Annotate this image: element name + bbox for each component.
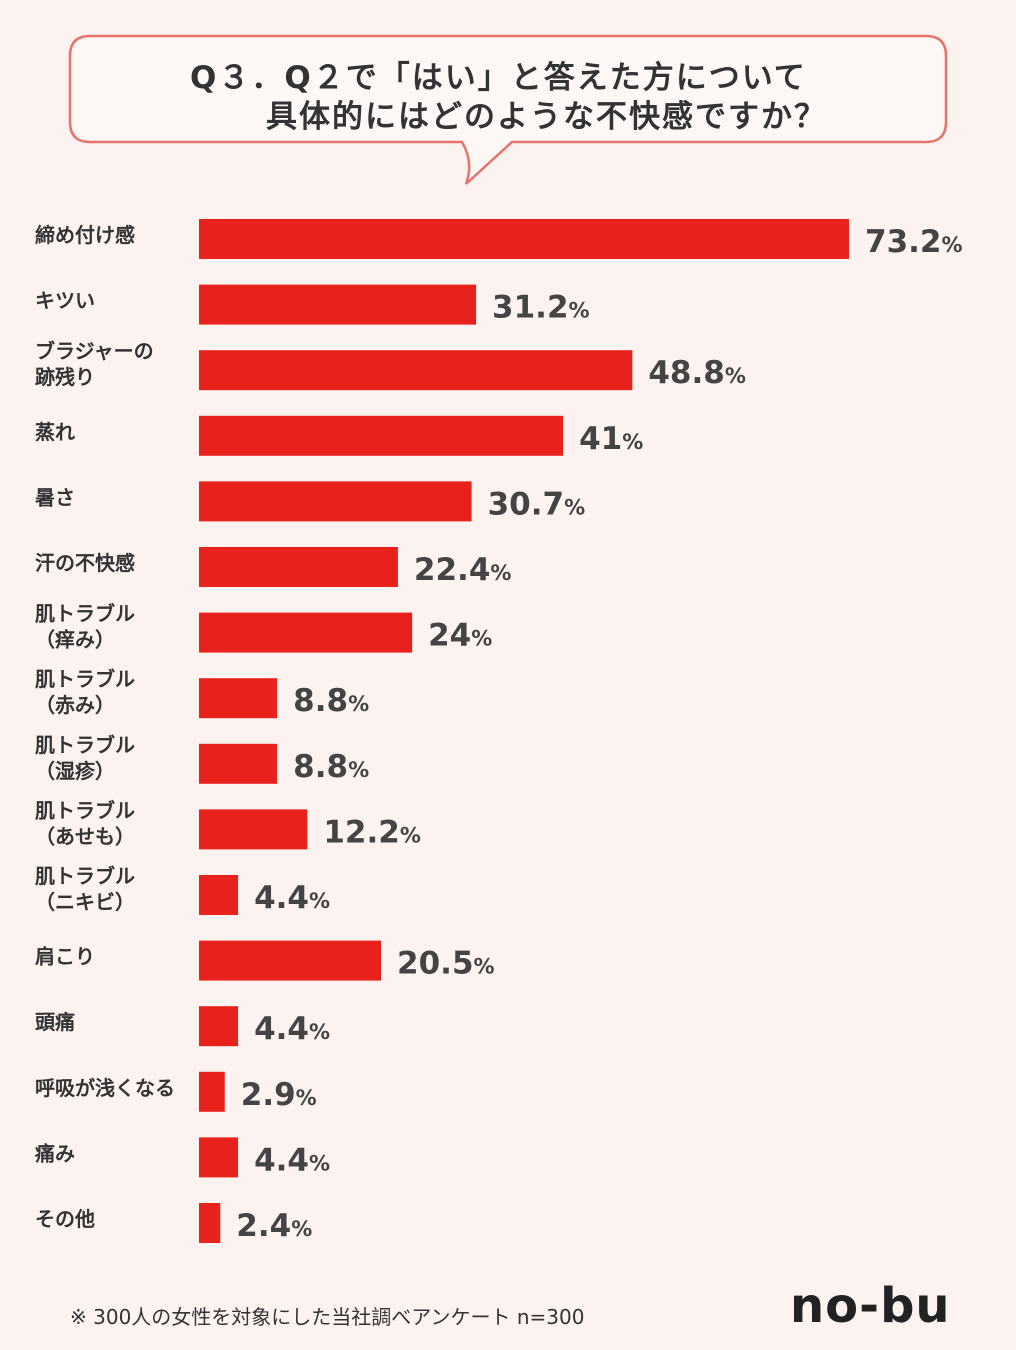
bar	[199, 1071, 225, 1112]
category-label: その他	[35, 1207, 95, 1231]
bar	[199, 743, 278, 784]
value-unit: %	[622, 430, 643, 454]
speech-bubble-shape	[68, 34, 948, 185]
bar	[199, 612, 413, 653]
value-unit: %	[474, 955, 495, 979]
bar	[199, 284, 477, 325]
bar	[199, 481, 472, 522]
value-number: 2.4	[236, 1208, 291, 1244]
bar-chart: 締め付け感 73.2% キツい 31.2% ブラジャーの跡残り 48.8% 蒸れ 41% 暑さ 3…	[35, 219, 963, 1244]
value-unit: %	[569, 299, 590, 323]
value-label: 22.4%	[414, 552, 512, 588]
bar	[199, 547, 398, 587]
value-label: 30.7%	[488, 486, 586, 522]
value-label: 31.2%	[492, 290, 590, 326]
value-unit: %	[291, 1217, 312, 1241]
bar	[199, 219, 849, 259]
value-unit: %	[348, 758, 369, 782]
value-label: 73.2%	[865, 224, 963, 260]
value-number: 4.4	[254, 1142, 309, 1178]
bar	[199, 875, 239, 915]
category-label: 締め付け感	[35, 223, 135, 247]
value-unit: %	[471, 627, 492, 651]
value-unit: %	[309, 1151, 330, 1175]
value-label: 2.9%	[241, 1077, 317, 1113]
value-number: 22.4	[414, 552, 491, 588]
value-unit: %	[309, 889, 330, 913]
value-number: 48.8	[648, 355, 725, 391]
category-label: 頭痛	[35, 1010, 75, 1034]
category-label-line: 肌トラブル	[35, 667, 135, 691]
value-number: 20.5	[397, 946, 474, 982]
category-label: 痛み	[35, 1141, 75, 1165]
bar	[199, 1006, 239, 1047]
category-label: キツい	[35, 289, 95, 313]
category-label-line: 肌トラブル	[35, 733, 135, 757]
value-label: 12.2%	[323, 814, 421, 850]
category-label: 肌トラブル（痒み）	[35, 602, 135, 652]
category-label: 肌トラブル（あせも）	[35, 798, 135, 848]
category-label: 蒸れ	[35, 420, 75, 444]
bar	[199, 1203, 221, 1243]
brand-logo: no-bu	[790, 1278, 951, 1334]
category-label-line: 跡残り	[35, 365, 95, 389]
bar	[199, 940, 382, 981]
value-number: 41	[579, 421, 622, 457]
question-title-line-1: Q３．Q２で「はい」と答えた方について	[190, 60, 807, 96]
value-label: 20.5%	[397, 946, 495, 982]
category-label-line: （痒み）	[35, 628, 115, 652]
value-number: 30.7	[488, 486, 564, 522]
value-unit: %	[490, 561, 511, 585]
category-label: 暑さ	[35, 485, 75, 509]
value-number: 2.9	[241, 1077, 296, 1113]
value-number: 31.2	[492, 290, 569, 326]
category-label-line: （ニキビ）	[35, 890, 135, 914]
value-unit: %	[348, 692, 369, 716]
category-label: 汗の不快感	[35, 551, 135, 575]
value-label: 41%	[579, 421, 643, 457]
value-number: 4.4	[254, 1011, 309, 1047]
value-number: 73.2	[865, 224, 942, 260]
value-unit: %	[400, 823, 421, 847]
category-label-line: （赤み）	[35, 693, 115, 717]
value-unit: %	[725, 364, 746, 388]
survey-footnote: ※ 300人の女性を対象にした当社調べアンケート n=300	[70, 1305, 585, 1329]
category-label-line: 肌トラブル	[35, 602, 135, 626]
category-label: 呼吸が浅くなる	[35, 1076, 175, 1100]
value-label: 8.8%	[293, 749, 369, 785]
category-label-line: （あせも）	[35, 824, 135, 848]
value-label: 4.4%	[254, 1142, 330, 1178]
bar	[199, 415, 564, 456]
category-label: 肌トラブル（赤み）	[35, 667, 135, 717]
value-label: 2.4%	[236, 1208, 312, 1244]
value-label: 8.8%	[293, 683, 369, 719]
bar	[199, 350, 633, 391]
category-label: 肌トラブル（ニキビ）	[35, 864, 135, 914]
question-bubble	[68, 34, 948, 185]
value-label: 4.4%	[254, 1011, 330, 1047]
value-number: 12.2	[323, 814, 400, 850]
value-unit: %	[564, 495, 585, 519]
bar	[199, 1137, 239, 1178]
value-number: 8.8	[293, 683, 348, 719]
value-unit: %	[942, 233, 963, 257]
value-number: 4.4	[254, 880, 309, 916]
value-label: 48.8%	[648, 355, 746, 391]
category-label: 肩こり	[35, 945, 95, 969]
question-title-line-2: 具体的にはどのような不快感ですか？	[266, 99, 827, 135]
bar	[199, 809, 308, 850]
category-label-line: 肌トラブル	[35, 864, 135, 888]
category-label: ブラジャーの跡残り	[35, 339, 154, 389]
value-label: 24%	[428, 618, 492, 654]
value-unit: %	[296, 1086, 317, 1110]
category-label-line: ブラジャーの	[35, 339, 154, 363]
value-number: 8.8	[293, 749, 348, 785]
value-number: 24	[428, 618, 471, 654]
value-label: 4.4%	[254, 880, 330, 916]
bar	[199, 678, 278, 719]
category-label-line: （湿疹）	[35, 759, 115, 783]
category-label: 肌トラブル（湿疹）	[35, 733, 135, 783]
category-label-line: 肌トラブル	[35, 798, 135, 822]
value-unit: %	[309, 1020, 330, 1044]
